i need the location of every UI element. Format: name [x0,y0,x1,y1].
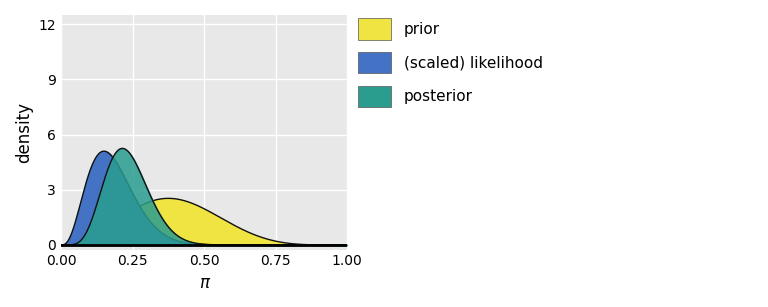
Legend: prior, (scaled) likelihood, posterior: prior, (scaled) likelihood, posterior [358,18,542,107]
X-axis label: π: π [199,274,209,292]
Y-axis label: density: density [15,102,33,163]
